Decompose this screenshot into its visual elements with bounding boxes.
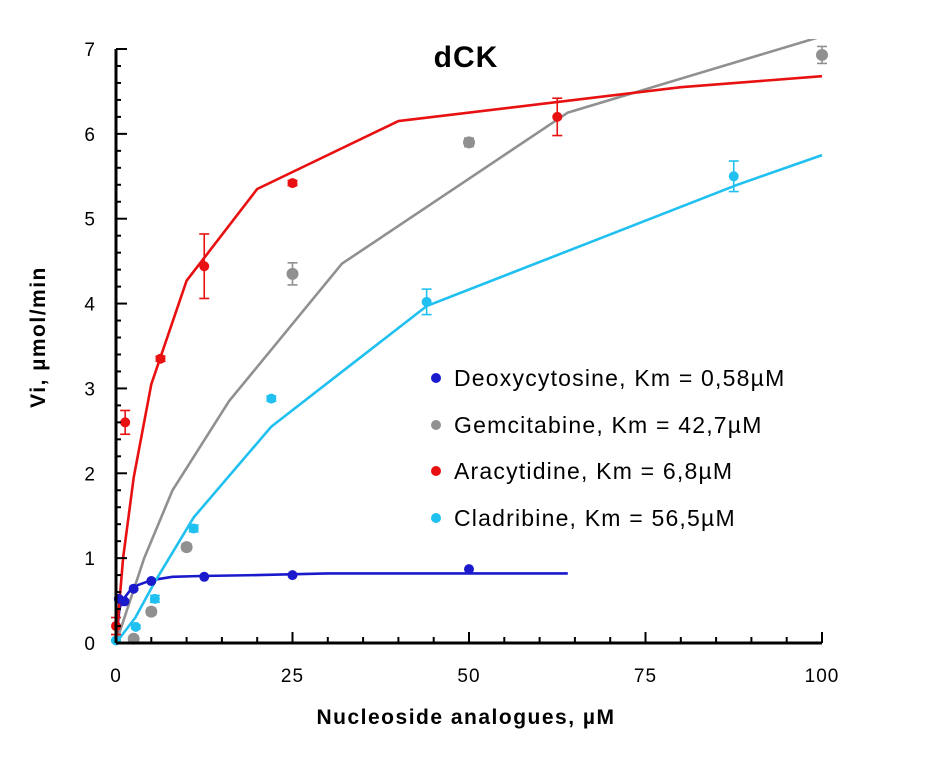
fit-line-series-3 [114,74,823,644]
y-tick-label: 4 [84,295,96,316]
fit-line-series-2 [114,39,818,644]
fit-line-series-4 [114,153,823,644]
data-point-series-4 [130,621,141,632]
legend-marker [431,513,441,523]
data-point-series-3 [287,178,298,189]
y-tick-label: 3 [84,379,96,400]
x-tick-label: 100 [805,666,840,687]
x-tick-label: 75 [634,666,657,687]
legend-label: Gemcitabine, Km = 42,7µM [454,412,763,438]
data-point-series-2 [145,605,158,618]
data-point-series-4 [266,393,277,404]
data-point-series-4 [188,523,199,534]
data-point-series-2 [180,541,193,554]
fit-lines [114,39,823,644]
legend-marker [431,373,441,383]
data-point-series-2 [816,48,828,61]
x-tick-label: 25 [281,666,304,687]
y-tick-label: 0 [84,634,96,655]
y-tick-label: 1 [84,549,96,570]
legend-marker [431,466,441,476]
legend-label: Cladribine, Km = 56,5µM [454,505,736,531]
x-tick-label: 50 [457,666,480,687]
data-point-series-3 [199,261,210,272]
data-point-series-1 [146,576,157,587]
y-tick-label: 5 [84,210,96,231]
legend-marker [431,420,441,430]
y-tick-label: 6 [84,125,96,146]
x-axis-label: Nucleoside analogues, µM [317,706,616,729]
data-point-series-2 [463,136,475,149]
data-point-series-3 [120,417,131,428]
x-axis: 0 25 50 75 100 [110,632,840,687]
data-point-series-3 [552,111,563,122]
y-tick-label: 7 [84,40,96,61]
fit-line-series-1 [114,572,568,644]
error-bars [111,45,827,643]
y-tick-label: 2 [84,464,96,485]
data-point-series-1 [199,571,210,582]
data-point-series-4 [421,296,432,307]
legend: Deoxycytosine, Km = 0,58µM Gemcitabine, K… [431,365,785,531]
y-axis: 0 1 2 3 4 5 6 7 [84,40,127,655]
data-point-series-1 [128,583,139,594]
legend-label: Aracytidine, Km = 6,8µM [454,458,733,484]
data-point-series-4 [149,593,160,604]
x-tick-label: 0 [110,666,122,687]
data-points [111,48,828,646]
data-point-series-1 [464,564,474,575]
plot-area [111,39,828,646]
chart-title: dCK [434,41,499,74]
data-point-series-4 [728,171,739,182]
data-point-series-1 [287,570,298,581]
data-point-series-1 [119,596,130,607]
data-point-series-2 [286,267,299,280]
y-axis-label: Vi, µmol/min [27,266,50,408]
legend-label: Deoxycytosine, Km = 0,58µM [454,365,785,391]
data-point-series-3 [155,353,166,364]
